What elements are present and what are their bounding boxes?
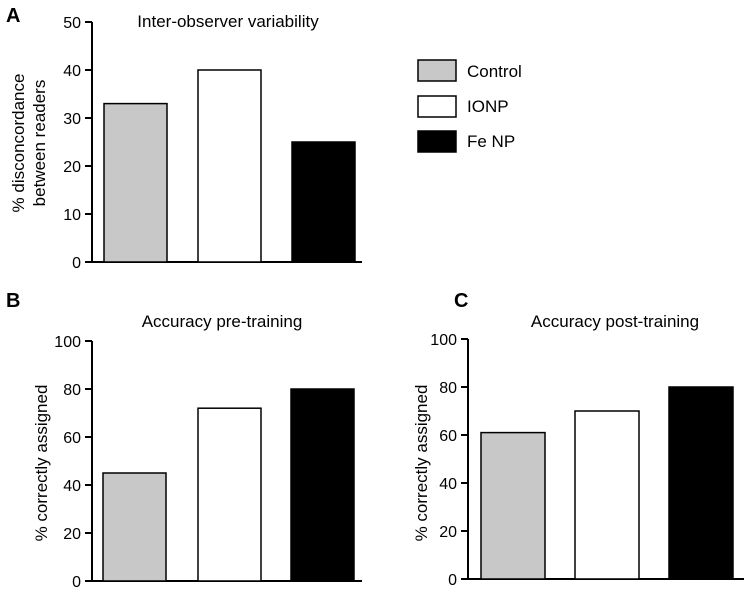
bar-b-control <box>102 472 167 582</box>
y-tick-label-c-20: 20 <box>439 524 457 541</box>
y-tick-label-b-80: 80 <box>63 382 81 399</box>
bars-a <box>103 69 356 263</box>
y-axis-label-c: % correctly assigned <box>412 385 431 542</box>
bar-c-ionp <box>574 410 640 580</box>
y-axis-label-a: % disconcordance between readers <box>9 74 49 213</box>
bar-c-fe-np <box>668 386 734 580</box>
y-tick-label-b-60: 60 <box>63 430 81 447</box>
bar-a-control <box>103 102 168 263</box>
y-tick-label-a-20: 20 <box>63 159 81 176</box>
bar-a-fe-np <box>291 141 356 263</box>
panel-c: C Accuracy post-training % correctly ass… <box>412 290 744 589</box>
panel-a: A Inter-observer variability % disconcor… <box>6 5 362 272</box>
bar-b-ionp <box>197 407 262 582</box>
y-tick-label-c-60: 60 <box>439 428 457 445</box>
chart-title-b: Accuracy pre-training <box>142 312 303 331</box>
y-axis-label-b-line1: % correctly assigned <box>32 385 51 542</box>
y-tick-label-a-50: 50 <box>63 15 81 32</box>
y-axis-label-a-line1: % disconcordance <box>9 74 28 213</box>
y-ticks-b: 0 20 40 60 80 100 <box>54 334 92 591</box>
y-ticks-a: 0 10 20 30 40 50 <box>63 15 92 272</box>
bar-c-control <box>480 431 546 580</box>
legend-label-fe-np: Fe NP <box>467 132 515 151</box>
y-tick-label-a-40: 40 <box>63 63 81 80</box>
legend-swatch-fe-np <box>417 130 457 153</box>
y-tick-label-b-0: 0 <box>72 574 81 591</box>
y-tick-label-b-100: 100 <box>54 334 81 351</box>
y-tick-label-c-0: 0 <box>448 572 457 589</box>
panel-b: B Accuracy pre-training % correctly assi… <box>6 290 362 591</box>
y-tick-label-c-40: 40 <box>439 476 457 493</box>
y-axis-label-c-line1: % correctly assigned <box>412 385 431 542</box>
legend: Control IONP Fe NP <box>417 59 522 153</box>
bar-a-ionp <box>197 69 262 263</box>
panel-label-b: B <box>6 290 20 312</box>
y-axis-label-a-line2: between readers <box>30 80 49 207</box>
y-tick-label-b-20: 20 <box>63 526 81 543</box>
legend-label-ionp: IONP <box>467 97 509 116</box>
bar-b-fe-np <box>290 388 355 582</box>
y-tick-label-c-100: 100 <box>430 332 457 349</box>
y-tick-label-a-30: 30 <box>63 111 81 128</box>
legend-swatch-control <box>417 59 457 82</box>
y-ticks-c: 0 20 40 60 80 100 <box>430 332 468 589</box>
bars-c <box>480 386 734 580</box>
chart-title-a: Inter-observer variability <box>137 12 319 31</box>
y-tick-label-b-40: 40 <box>63 478 81 495</box>
y-tick-label-a-10: 10 <box>63 207 81 224</box>
y-tick-label-a-0: 0 <box>72 255 81 272</box>
chart-title-c: Accuracy post-training <box>531 312 699 331</box>
legend-swatch-ionp <box>417 95 457 118</box>
y-tick-label-c-80: 80 <box>439 380 457 397</box>
legend-label-control: Control <box>467 62 522 81</box>
panel-label-a: A <box>6 5 20 27</box>
panel-label-c: C <box>454 290 468 312</box>
y-axis-label-b: % correctly assigned <box>32 385 51 542</box>
bars-b <box>102 388 355 582</box>
